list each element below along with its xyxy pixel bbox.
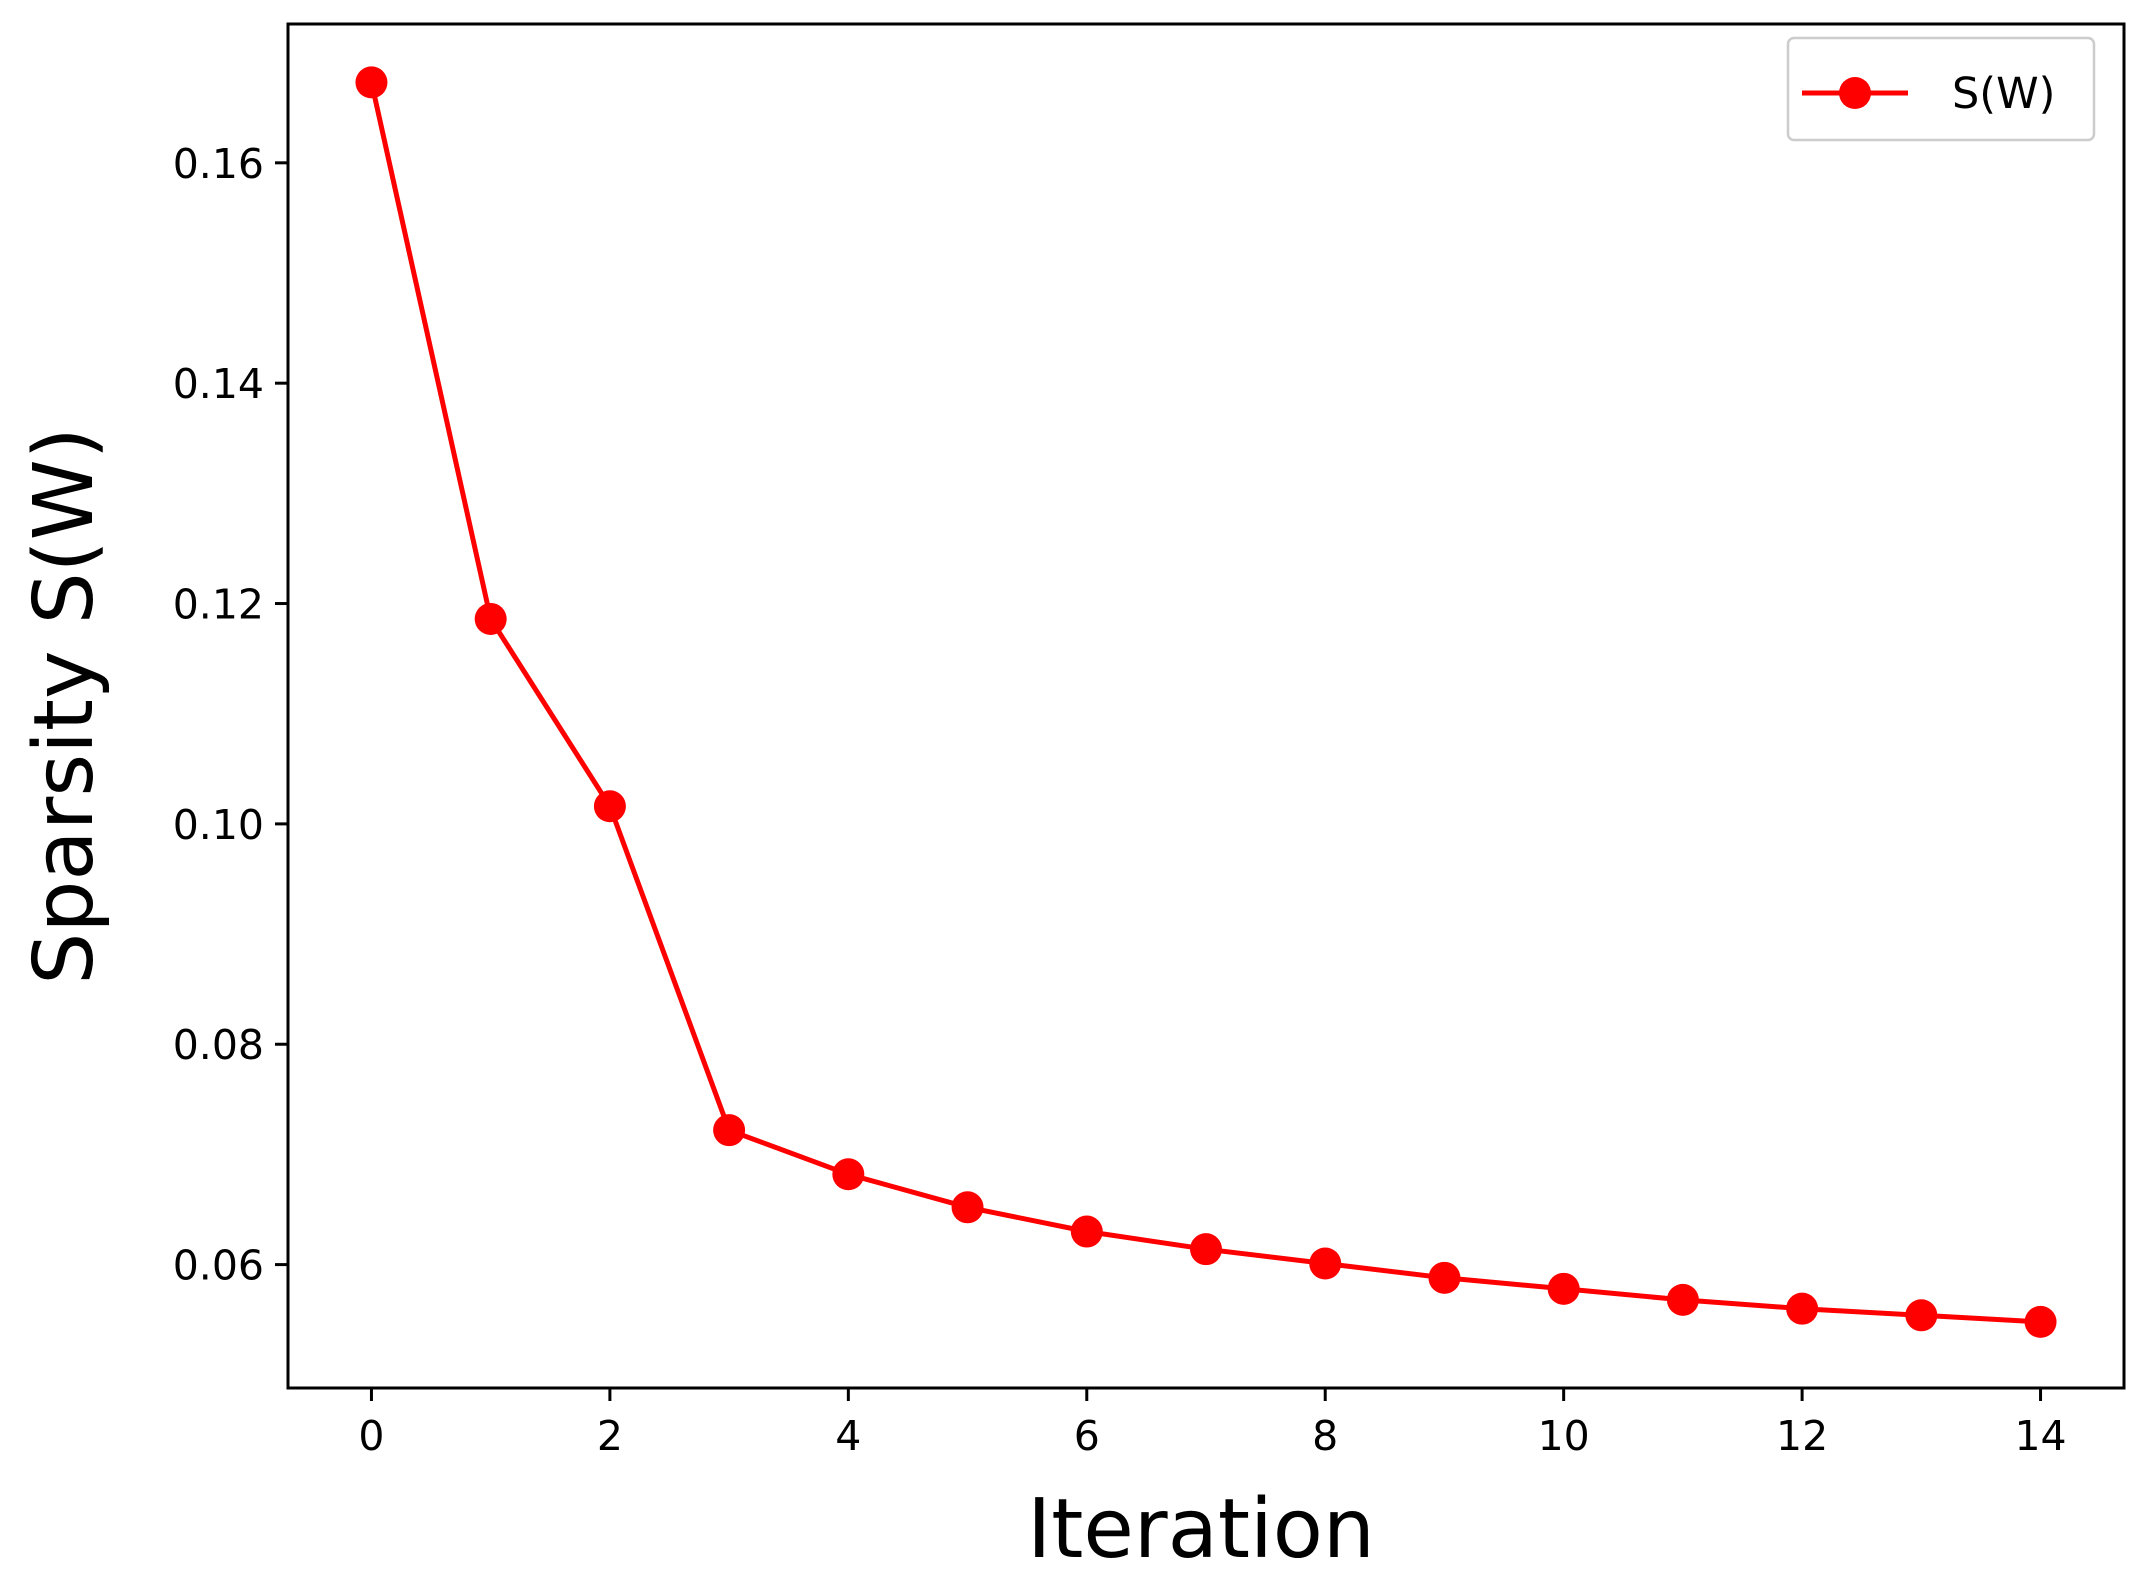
data-point [1428,1261,1461,1294]
data-point [1547,1272,1580,1305]
y-tick-label: 0.08 [173,1021,264,1069]
data-point [1070,1215,1103,1248]
legend-marker-sample [1839,77,1871,109]
data-point [1190,1233,1222,1266]
data-point [1786,1292,1819,1325]
y-axis-ticks: 0.06 0.08 0.10 0.12 0.14 0.16 [173,140,288,1290]
data-point [2024,1305,2057,1338]
x-tick-label: 0 [358,1412,384,1460]
legend: S(W) [1786,36,2096,142]
data-point [951,1191,984,1224]
x-tick-label: 12 [1776,1412,1828,1460]
x-tick-label: 4 [835,1412,861,1460]
y-tick-label: 0.16 [173,140,264,188]
plot-area [288,24,2124,1388]
data-point [355,66,388,99]
data-point [1905,1299,1938,1332]
y-axis-title: Sparsity S(W) [17,427,112,984]
series-layer [355,66,2057,1338]
data-point [713,1114,746,1147]
y-tick-label: 0.06 [173,1242,264,1290]
y-tick-label: 0.14 [173,360,264,408]
x-tick-label: 10 [1538,1412,1590,1460]
x-axis-title: Iteration [1027,1482,1375,1577]
data-point [1309,1247,1342,1280]
legend-label: S(W) [1952,69,2055,119]
data-point [474,602,507,635]
legend-box [1786,36,2096,142]
data-point [1666,1283,1699,1316]
x-tick-label: 6 [1074,1412,1100,1460]
data-point [593,790,626,823]
y-tick-label: 0.10 [173,801,264,849]
y-tick-label: 0.12 [173,581,264,629]
x-tick-label: 8 [1312,1412,1338,1460]
x-axis-ticks: 0 2 4 6 8 10 12 14 [358,1388,2067,1460]
data-point [832,1158,865,1191]
x-tick-label: 14 [2014,1412,2066,1460]
x-tick-label: 2 [597,1412,623,1460]
plot-frame [286,22,2126,1390]
